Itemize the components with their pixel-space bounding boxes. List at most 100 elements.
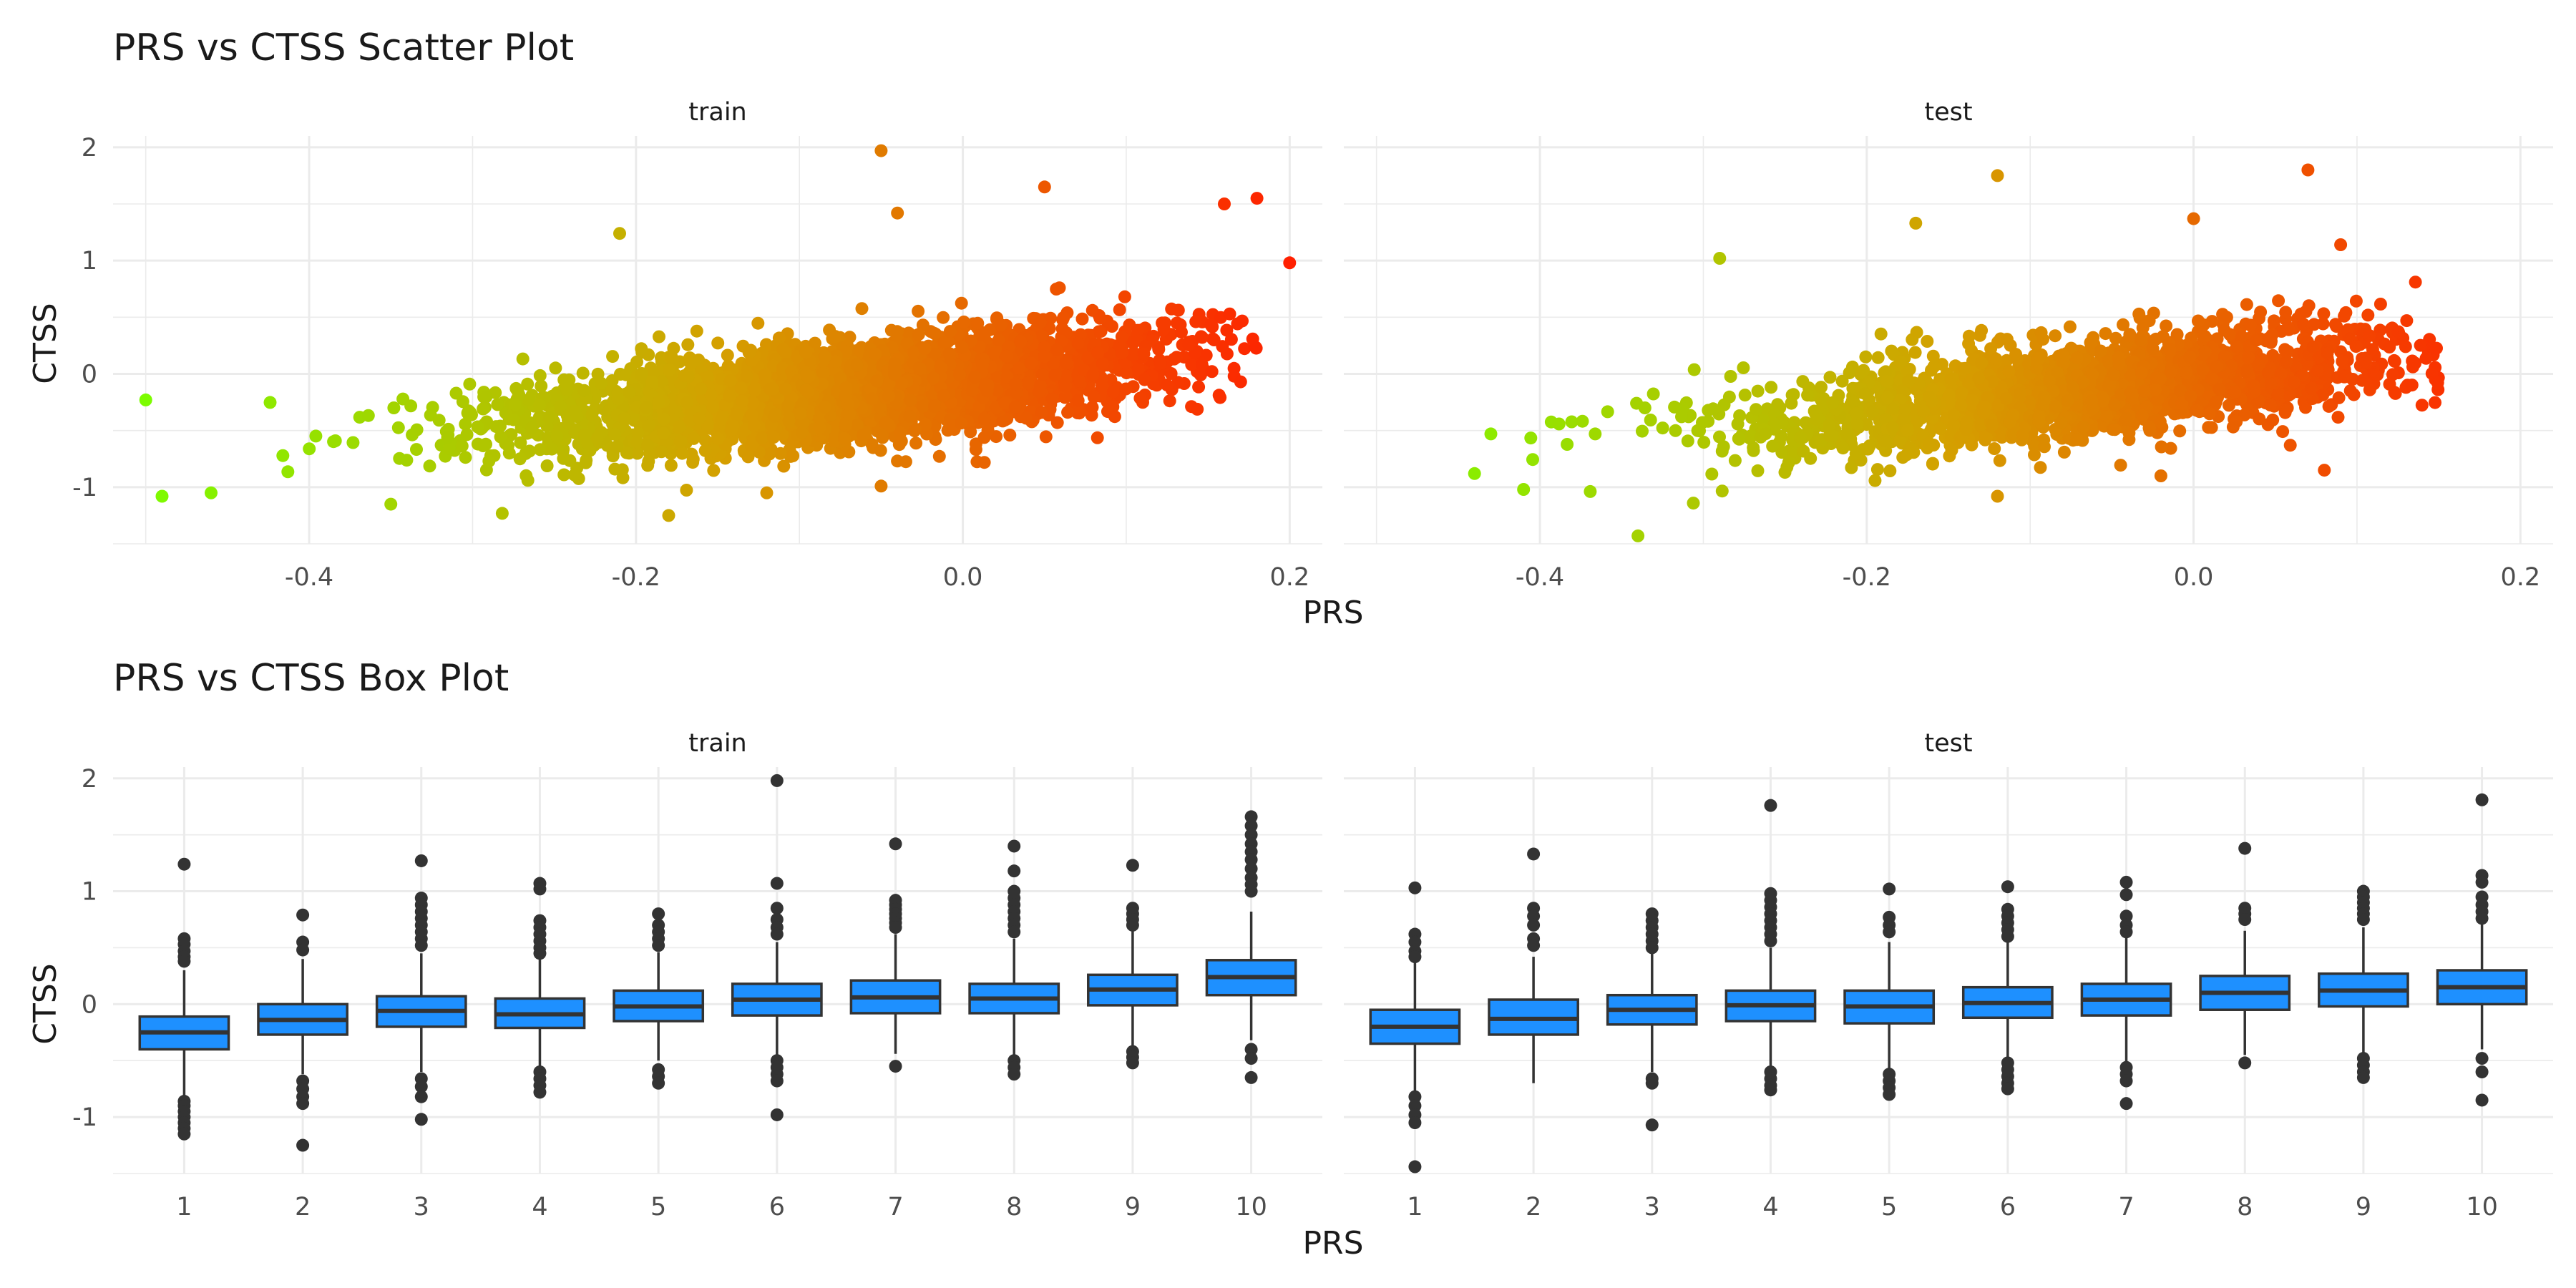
scatter-point xyxy=(1860,418,1873,431)
scatter-point xyxy=(2415,399,2429,412)
scatter-point xyxy=(2343,384,2357,398)
scatter-point xyxy=(635,342,648,356)
scatter-point xyxy=(1751,464,1765,477)
scatter-point xyxy=(443,441,456,455)
scatter-point xyxy=(432,414,446,427)
scatter-point xyxy=(1153,357,1167,370)
scatter-point xyxy=(1204,318,1218,332)
scatter-point xyxy=(557,468,571,482)
scatter-point xyxy=(1171,303,1185,317)
scatter-point xyxy=(641,439,655,452)
scatter-point xyxy=(1009,377,1023,391)
scatter-facet-strip-test: test xyxy=(1924,98,1972,127)
scatter-point xyxy=(482,454,496,468)
scatter-point xyxy=(1071,336,1085,350)
scatter-point xyxy=(494,430,507,444)
scatter-point xyxy=(1115,330,1128,343)
scatter-point xyxy=(968,370,982,384)
scatter-point xyxy=(686,456,700,469)
scatter-point xyxy=(1048,369,1062,382)
scatter-point xyxy=(745,439,758,452)
scatter-point xyxy=(535,379,548,393)
scatter-point xyxy=(1035,368,1049,381)
scatter-facet-strip-train: train xyxy=(688,98,746,127)
scatter-point xyxy=(874,144,888,157)
scatter-point xyxy=(998,396,1012,410)
scatter-point xyxy=(843,407,857,421)
scatter-point xyxy=(786,449,800,462)
scatter-point xyxy=(1164,367,1178,380)
scatter-point xyxy=(1039,430,1053,444)
x-tick-label: -0.2 xyxy=(612,563,660,592)
scatter-point xyxy=(303,442,316,456)
scatter-point xyxy=(1681,434,1694,448)
scatter-point xyxy=(1738,389,1752,402)
scatter-point xyxy=(1238,342,1252,356)
scatter-point xyxy=(645,375,658,389)
scatter-point xyxy=(1086,368,1100,381)
scatter-point xyxy=(1050,343,1063,356)
scatter-point xyxy=(1823,371,1837,384)
scatter-point xyxy=(1091,431,1104,444)
scatter-point xyxy=(521,377,535,391)
scatter-point xyxy=(994,318,1008,331)
scatter-point xyxy=(1868,474,1882,487)
scatter-point xyxy=(1096,357,1109,371)
scatter-point xyxy=(899,455,912,469)
scatter-point xyxy=(1234,375,1247,389)
scatter-point xyxy=(281,465,295,479)
scatter-point xyxy=(678,369,691,383)
scatter-point xyxy=(1189,315,1203,328)
scatter-point xyxy=(2383,377,2396,391)
scatter-point xyxy=(410,443,423,457)
scatter-point xyxy=(981,379,995,392)
scatter-point xyxy=(875,429,889,442)
scatter-point xyxy=(743,346,757,359)
scatter-point xyxy=(746,396,760,409)
scatter-point xyxy=(577,429,591,441)
scatter-point xyxy=(620,446,633,459)
scatter-point xyxy=(779,346,792,359)
scatter-point xyxy=(704,388,718,401)
scatter-point xyxy=(816,366,830,380)
y-tick-label: 2 xyxy=(82,134,97,162)
scatter-point xyxy=(777,459,791,473)
scatter-point xyxy=(585,408,599,421)
scatter-point xyxy=(391,421,405,434)
scatter-point xyxy=(740,370,753,383)
scatter-point xyxy=(971,316,985,330)
scatter-point xyxy=(834,371,847,385)
scatter-point xyxy=(2400,314,2414,328)
scatter-point xyxy=(2373,298,2387,311)
scatter-point xyxy=(1552,417,1566,431)
scatter-point xyxy=(1731,417,1745,431)
scatter-point xyxy=(1085,401,1099,414)
scatter-point xyxy=(1191,402,1204,416)
scatter-point xyxy=(1061,406,1075,419)
scatter-point xyxy=(1194,368,1207,381)
scatter-point xyxy=(781,399,794,413)
scatter-point xyxy=(1747,441,1760,454)
scatter-point xyxy=(2000,333,2014,346)
scatter-point xyxy=(1669,424,1682,437)
scatter-point xyxy=(957,316,970,328)
scatter-point xyxy=(541,431,555,444)
scatter-point xyxy=(894,426,907,439)
scatter-point xyxy=(1845,461,1858,474)
scatter-point xyxy=(874,444,887,457)
scatter-point xyxy=(828,434,841,448)
x-tick-label: 0.0 xyxy=(2174,563,2214,592)
scatter-point xyxy=(1113,303,1126,316)
scatter-point xyxy=(533,369,547,382)
scatter-point xyxy=(751,316,765,330)
scatter-point xyxy=(890,325,904,338)
scatter-point xyxy=(2383,341,2396,353)
scatter-point xyxy=(2429,396,2441,409)
scatter-point xyxy=(684,356,698,370)
scatter-point xyxy=(918,342,932,355)
scatter-point xyxy=(2155,440,2168,454)
scatter-point xyxy=(410,423,424,436)
scatter-point xyxy=(1108,410,1121,424)
scatter-point xyxy=(393,452,406,465)
